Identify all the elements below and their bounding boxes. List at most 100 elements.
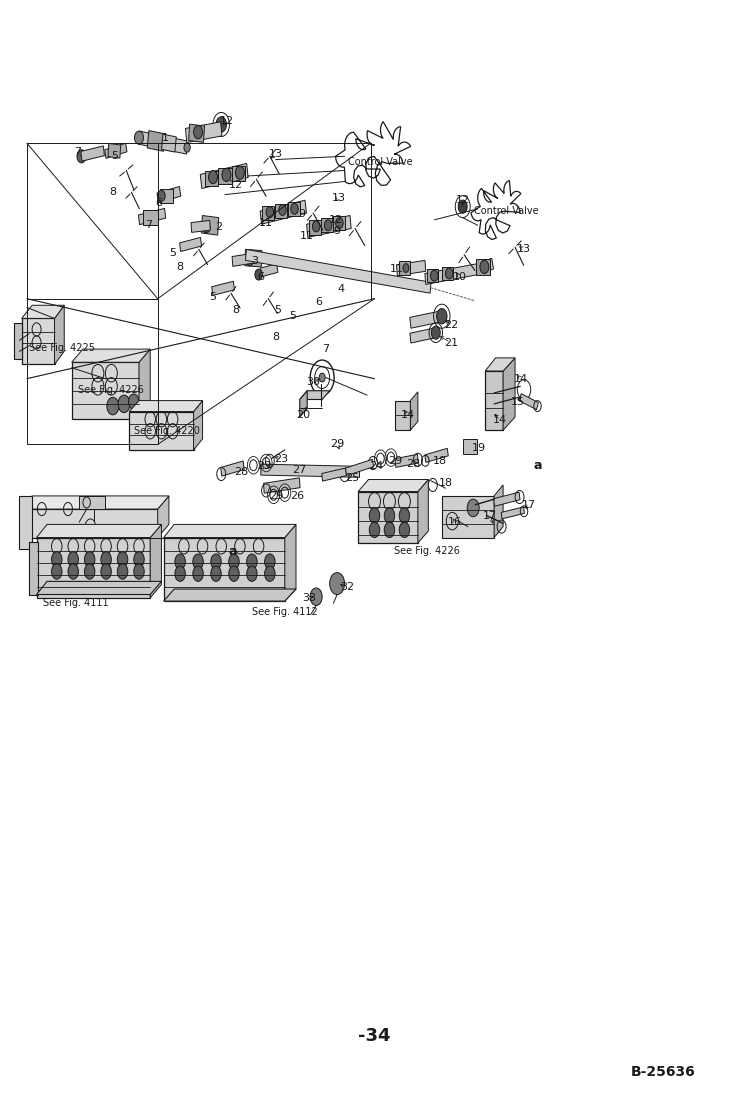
Circle shape [458,200,467,213]
Circle shape [135,131,144,144]
Polygon shape [231,166,245,181]
Circle shape [192,566,203,581]
Text: 11: 11 [259,218,273,228]
Text: 12: 12 [455,195,470,205]
Circle shape [266,206,273,217]
Polygon shape [162,134,176,152]
Circle shape [255,269,262,280]
Circle shape [202,222,210,233]
Circle shape [369,522,380,538]
Text: 16: 16 [447,517,461,528]
Circle shape [134,564,145,579]
Polygon shape [395,454,418,467]
Circle shape [264,566,275,581]
Text: a: a [533,459,542,472]
Circle shape [216,116,226,132]
Text: 6: 6 [315,297,322,307]
Circle shape [446,268,453,279]
Text: 14: 14 [401,410,415,420]
Polygon shape [189,124,204,143]
Polygon shape [148,131,166,151]
Text: 30: 30 [306,377,320,387]
Text: 17: 17 [483,510,497,521]
Circle shape [431,270,438,281]
Polygon shape [72,349,151,362]
Text: 7: 7 [145,220,152,230]
Polygon shape [262,206,274,220]
Polygon shape [300,391,330,399]
Circle shape [210,566,221,581]
Circle shape [312,220,320,231]
Circle shape [101,552,112,567]
Polygon shape [358,479,428,491]
Circle shape [175,554,185,569]
Circle shape [437,308,447,324]
Circle shape [52,564,62,579]
Circle shape [431,326,440,339]
Polygon shape [519,394,539,409]
Polygon shape [158,496,169,538]
Text: 5: 5 [169,248,176,258]
Text: 15: 15 [511,397,525,407]
Circle shape [107,397,119,415]
Polygon shape [191,220,210,233]
Polygon shape [201,215,219,235]
Text: 6: 6 [258,272,264,282]
Circle shape [158,190,166,201]
Circle shape [68,564,79,579]
Text: 5: 5 [210,292,216,302]
Polygon shape [503,358,515,430]
Polygon shape [151,524,162,598]
Circle shape [129,394,139,409]
Text: 23: 23 [274,454,288,464]
Text: 19: 19 [472,443,486,453]
Polygon shape [22,318,55,364]
Circle shape [101,564,112,579]
Circle shape [310,588,322,606]
Text: 17: 17 [522,499,536,510]
Circle shape [85,552,95,567]
Polygon shape [130,411,193,450]
Polygon shape [306,215,351,237]
Polygon shape [410,328,437,343]
Text: Control Valve: Control Valve [474,206,539,216]
Polygon shape [139,349,151,419]
Polygon shape [164,589,296,601]
Text: 6: 6 [156,199,163,208]
Polygon shape [108,144,121,158]
Polygon shape [180,237,201,251]
Circle shape [68,552,79,567]
Polygon shape [19,496,32,548]
Polygon shape [139,132,188,154]
Text: 1: 1 [162,133,169,143]
Polygon shape [410,310,443,328]
Circle shape [228,554,239,569]
Polygon shape [14,323,22,359]
Polygon shape [200,163,248,189]
Polygon shape [485,358,515,371]
Polygon shape [358,491,418,543]
Polygon shape [494,493,520,506]
Polygon shape [204,170,218,185]
Polygon shape [193,400,202,450]
Circle shape [403,263,409,272]
Polygon shape [285,524,296,601]
Text: See Fig. 4225: See Fig. 4225 [29,343,95,353]
Text: 8: 8 [272,332,279,342]
Text: 25: 25 [345,474,359,484]
Polygon shape [37,538,151,598]
Text: See Fig. 4226: See Fig. 4226 [394,545,460,556]
Text: See Fig. 4111: See Fig. 4111 [43,598,109,608]
Text: 18: 18 [439,478,453,488]
Polygon shape [55,305,64,364]
Circle shape [330,573,345,595]
Polygon shape [345,460,374,476]
Circle shape [118,395,130,412]
Text: 27: 27 [293,465,307,475]
Circle shape [52,552,62,567]
Circle shape [291,203,298,214]
Polygon shape [261,464,360,477]
Circle shape [228,566,239,581]
Text: 29: 29 [269,491,283,501]
Text: 10: 10 [452,272,467,282]
